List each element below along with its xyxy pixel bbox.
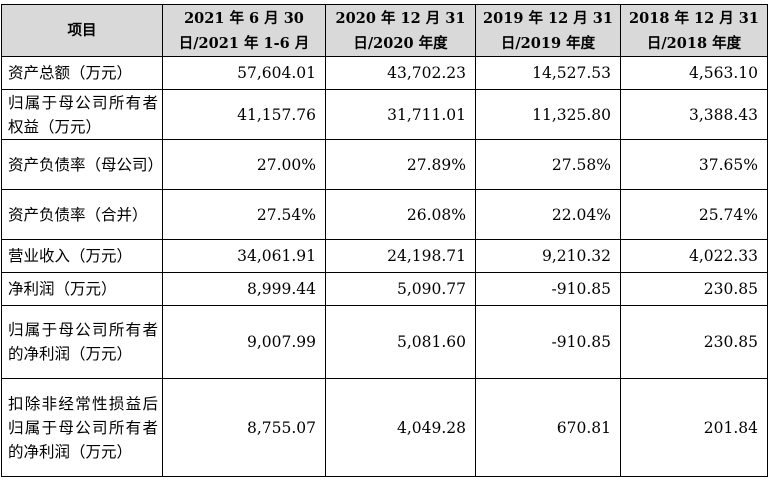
value-2021h1: 27.54% (162, 189, 326, 240)
value-2020: 43,702.23 (325, 56, 476, 90)
table-row: 资产负债率（合并） 27.54% 26.08% 22.04% 25.74% (1, 189, 768, 240)
table-row: 归属于母公司所有者的净利润（万元） 9,007.99 5,081.60 -910… (1, 305, 768, 379)
row-label: 资产负债率（合并） (1, 189, 163, 240)
row-label: 扣除非经常性损益后归属于母公司所有者的净利润（万元） (1, 378, 163, 477)
header-item: 项目 (1, 4, 163, 57)
table-row: 归属于母公司所有者权益（万元） 41,157.76 31,711.01 11,3… (1, 89, 768, 140)
header-2020: 2020 年 12 月 31 日/2020 年度 (325, 4, 476, 57)
header-2018: 2018 年 12 月 31 日/2018 年度 (620, 4, 768, 57)
table-row: 扣除非经常性损益后归属于母公司所有者的净利润（万元） 8,755.07 4,04… (1, 378, 768, 477)
value-2018: 230.85 (620, 272, 768, 306)
row-label: 资产负债率（母公司） (1, 139, 163, 190)
row-label: 资产总额（万元） (1, 56, 163, 90)
row-label: 归属于母公司所有者的净利润（万元） (1, 305, 163, 379)
value-2021h1: 27.00% (162, 139, 326, 190)
value-2020: 31,711.01 (325, 89, 476, 140)
value-2021h1: 8,755.07 (162, 378, 326, 477)
value-2018: 3,388.43 (620, 89, 768, 140)
value-2021h1: 41,157.76 (162, 89, 326, 140)
value-2021h1: 57,604.01 (162, 56, 326, 90)
value-2021h1: 8,999.44 (162, 272, 326, 306)
value-2020: 5,090.77 (325, 272, 476, 306)
value-2018: 25.74% (620, 189, 768, 240)
table-row: 资产总额（万元） 57,604.01 43,702.23 14,527.53 4… (1, 56, 768, 90)
row-label: 归属于母公司所有者权益（万元） (1, 89, 163, 140)
value-2019: -910.85 (475, 272, 621, 306)
value-2018: 4,563.10 (620, 56, 768, 90)
header-row: 项目 2021 年 6 月 30 日/2021 年 1-6 月 2020 年 1… (1, 4, 768, 57)
value-2019: 27.58% (475, 139, 621, 190)
value-2019: 9,210.32 (475, 239, 621, 273)
value-2019: 670.81 (475, 378, 621, 477)
table-row: 净利润（万元） 8,999.44 5,090.77 -910.85 230.85 (1, 272, 768, 306)
value-2018: 4,022.33 (620, 239, 768, 273)
value-2021h1: 9,007.99 (162, 305, 326, 379)
value-2019: -910.85 (475, 305, 621, 379)
value-2020: 24,198.71 (325, 239, 476, 273)
value-2021h1: 34,061.91 (162, 239, 326, 273)
row-label: 营业收入（万元） (1, 239, 163, 273)
row-label: 净利润（万元） (1, 272, 163, 306)
header-2021h1: 2021 年 6 月 30 日/2021 年 1-6 月 (162, 4, 326, 57)
value-2020: 5,081.60 (325, 305, 476, 379)
table-row: 资产负债率（母公司） 27.00% 27.89% 27.58% 37.65% (1, 139, 768, 190)
value-2019: 14,527.53 (475, 56, 621, 90)
financial-data-table: 项目 2021 年 6 月 30 日/2021 年 1-6 月 2020 年 1… (1, 4, 768, 477)
table-row: 营业收入（万元） 34,061.91 24,198.71 9,210.32 4,… (1, 239, 768, 273)
value-2019: 11,325.80 (475, 89, 621, 140)
value-2018: 201.84 (620, 378, 768, 477)
header-2019: 2019 年 12 月 31 日/2019 年度 (475, 4, 621, 57)
value-2020: 27.89% (325, 139, 476, 190)
value-2019: 22.04% (475, 189, 621, 240)
value-2020: 4,049.28 (325, 378, 476, 477)
value-2020: 26.08% (325, 189, 476, 240)
value-2018: 37.65% (620, 139, 768, 190)
value-2018: 230.85 (620, 305, 768, 379)
